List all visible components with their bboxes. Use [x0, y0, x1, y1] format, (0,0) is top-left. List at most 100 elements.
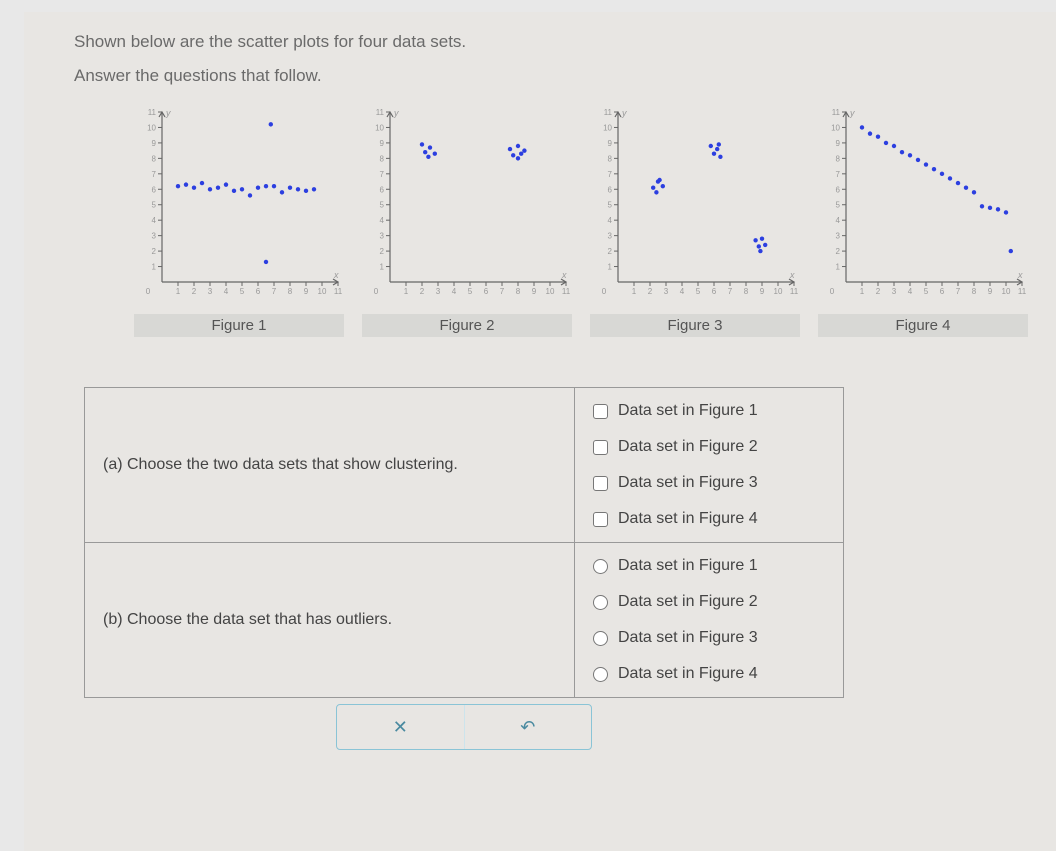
svg-text:3: 3	[152, 232, 157, 241]
svg-text:8: 8	[608, 154, 613, 163]
svg-text:9: 9	[836, 139, 841, 148]
option-label: Data set in Figure 3	[618, 629, 758, 647]
svg-text:y: y	[849, 108, 855, 118]
svg-text:4: 4	[908, 287, 913, 296]
option-b-2[interactable]: Data set in Figure 2	[593, 593, 825, 611]
option-b-1[interactable]: Data set in Figure 1	[593, 557, 825, 575]
svg-text:9: 9	[532, 287, 537, 296]
reset-button[interactable]: ↶	[465, 705, 592, 749]
svg-text:3: 3	[380, 232, 385, 241]
svg-text:6: 6	[940, 287, 945, 296]
svg-text:1: 1	[836, 263, 841, 272]
option-b-4[interactable]: Data set in Figure 4	[593, 665, 825, 683]
svg-text:1: 1	[380, 263, 385, 272]
svg-text:0: 0	[602, 287, 607, 296]
chart-wrap-3: 112233445566778899101011110yx Figure 3	[590, 106, 800, 337]
intro-text-2: Answer the questions that follow.	[74, 66, 1016, 86]
option-a-2[interactable]: Data set in Figure 2	[593, 438, 825, 456]
radio-input-b-2[interactable]	[593, 595, 608, 610]
svg-text:4: 4	[152, 216, 157, 225]
svg-text:9: 9	[380, 139, 385, 148]
radio-input-b-4[interactable]	[593, 667, 608, 682]
svg-text:10: 10	[318, 287, 327, 296]
svg-text:5: 5	[468, 287, 473, 296]
svg-text:1: 1	[608, 263, 613, 272]
svg-text:2: 2	[876, 287, 881, 296]
option-a-1[interactable]: Data set in Figure 1	[593, 402, 825, 420]
figure-label-2: Figure 2	[362, 314, 572, 337]
svg-text:6: 6	[836, 185, 841, 194]
svg-text:2: 2	[836, 247, 841, 256]
worksheet-page: Shown below are the scatter plots for fo…	[24, 12, 1056, 851]
option-label: Data set in Figure 4	[618, 510, 758, 528]
svg-text:11: 11	[562, 287, 571, 296]
svg-text:3: 3	[436, 287, 441, 296]
svg-text:6: 6	[152, 185, 157, 194]
svg-text:3: 3	[836, 232, 841, 241]
svg-text:5: 5	[380, 201, 385, 210]
svg-text:10: 10	[147, 123, 156, 132]
clear-button[interactable]: ✕	[337, 705, 465, 749]
svg-text:7: 7	[380, 170, 385, 179]
svg-text:6: 6	[484, 287, 489, 296]
svg-text:5: 5	[240, 287, 245, 296]
svg-text:11: 11	[790, 287, 799, 296]
chart-wrap-4: 112233445566778899101011110yx Figure 4	[818, 106, 1028, 337]
svg-text:1: 1	[404, 287, 409, 296]
svg-text:9: 9	[760, 287, 765, 296]
checkbox-input-a-3[interactable]	[593, 476, 608, 491]
svg-text:4: 4	[608, 216, 613, 225]
svg-text:2: 2	[152, 247, 157, 256]
svg-text:x: x	[561, 270, 567, 280]
svg-text:11: 11	[376, 108, 385, 117]
radio-input-b-1[interactable]	[593, 559, 608, 574]
radio-input-b-3[interactable]	[593, 631, 608, 646]
svg-text:x: x	[333, 270, 339, 280]
checkbox-input-a-2[interactable]	[593, 440, 608, 455]
svg-text:10: 10	[546, 287, 555, 296]
svg-text:11: 11	[832, 108, 841, 117]
option-a-4[interactable]: Data set in Figure 4	[593, 510, 825, 528]
svg-text:6: 6	[380, 185, 385, 194]
option-a-3[interactable]: Data set in Figure 3	[593, 474, 825, 492]
action-buttons-area: ✕ ↶	[84, 698, 844, 750]
svg-text:1: 1	[860, 287, 865, 296]
figure-label-1: Figure 1	[134, 314, 344, 337]
question-a-text: (a) Choose the two data sets that show c…	[85, 388, 575, 543]
svg-text:0: 0	[374, 287, 379, 296]
question-b-options: Data set in Figure 1 Data set in Figure …	[575, 543, 844, 698]
option-label: Data set in Figure 3	[618, 474, 758, 492]
svg-text:7: 7	[956, 287, 961, 296]
svg-text:2: 2	[648, 287, 653, 296]
svg-text:5: 5	[696, 287, 701, 296]
svg-text:6: 6	[256, 287, 261, 296]
option-label: Data set in Figure 2	[618, 593, 758, 611]
scatter-plot-4: 112233445566778899101011110yx	[818, 106, 1028, 306]
option-label: Data set in Figure 2	[618, 438, 758, 456]
figure-label-4: Figure 4	[818, 314, 1028, 337]
svg-text:y: y	[165, 108, 171, 118]
scatter-plot-2: 112233445566778899101011110yx	[362, 106, 572, 306]
svg-text:10: 10	[831, 123, 840, 132]
svg-text:1: 1	[632, 287, 637, 296]
svg-text:x: x	[1017, 270, 1023, 280]
option-label: Data set in Figure 1	[618, 402, 758, 420]
svg-text:7: 7	[500, 287, 505, 296]
checkbox-input-a-1[interactable]	[593, 404, 608, 419]
checkbox-input-a-4[interactable]	[593, 512, 608, 527]
option-label: Data set in Figure 1	[618, 557, 758, 575]
svg-text:8: 8	[288, 287, 293, 296]
svg-text:3: 3	[608, 232, 613, 241]
svg-text:7: 7	[608, 170, 613, 179]
svg-text:3: 3	[664, 287, 669, 296]
svg-text:10: 10	[774, 287, 783, 296]
svg-text:9: 9	[304, 287, 309, 296]
svg-text:5: 5	[152, 201, 157, 210]
svg-text:9: 9	[608, 139, 613, 148]
option-b-3[interactable]: Data set in Figure 3	[593, 629, 825, 647]
scatter-plot-3: 112233445566778899101011110yx	[590, 106, 800, 306]
option-label: Data set in Figure 4	[618, 665, 758, 683]
svg-text:9: 9	[152, 139, 157, 148]
svg-text:7: 7	[836, 170, 841, 179]
svg-text:y: y	[393, 108, 399, 118]
